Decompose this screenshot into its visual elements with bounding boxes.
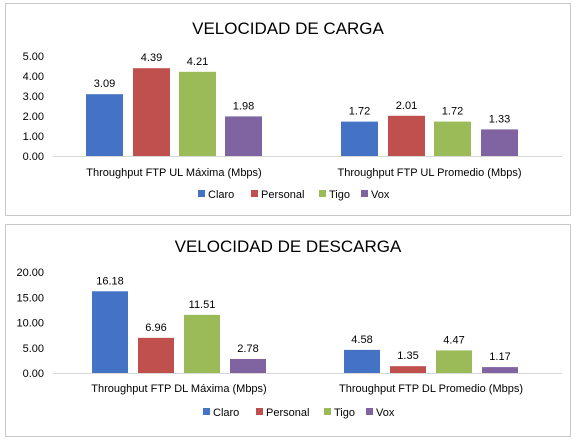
legend-swatch-tigo	[319, 190, 326, 197]
category-label: Throughput FTP DL Promedio (Mbps)	[339, 383, 523, 395]
y-tick-label: 15.00	[16, 292, 44, 304]
download-chart: VELOCIDAD DE DESCARGA 0.00 5.00 10.00 15.00 2…	[16, 237, 562, 419]
chart-title: VELOCIDAD DE DESCARGA	[175, 237, 402, 256]
bar-vox	[482, 367, 518, 373]
data-label: 4.21	[187, 56, 208, 68]
legend-label-claro: Claro	[213, 407, 239, 419]
data-label: 6.96	[145, 322, 166, 334]
bar-personal	[138, 337, 174, 373]
y-tick-label: 20.00	[16, 267, 44, 279]
bar-personal	[133, 68, 170, 156]
bar-tigo	[179, 71, 216, 156]
data-label: 1.72	[442, 106, 463, 118]
legend-swatch-vox	[361, 190, 368, 197]
y-tick-label: 10.00	[16, 318, 44, 330]
upload-chart: VELOCIDAD DE CARGA 0.00 1.00 2.00 3.00 4.00 5.…	[23, 19, 562, 201]
bar-claro	[92, 291, 128, 373]
legend-swatch-personal	[256, 408, 263, 415]
data-label: 3.09	[94, 78, 115, 90]
legend-label-tigo: Tigo	[329, 189, 350, 201]
bar-tigo	[184, 314, 220, 373]
legend-label-personal: Personal	[266, 407, 309, 419]
data-label: 1.35	[397, 350, 418, 362]
bar-claro	[86, 94, 123, 156]
bar-vox	[225, 116, 262, 156]
data-label: 4.39	[141, 52, 162, 64]
legend-label-claro: Claro	[208, 189, 234, 201]
category-label: Throughput FTP UL Máxima (Mbps)	[86, 167, 261, 179]
data-label: 1.98	[233, 100, 254, 112]
download-chart-panel: VELOCIDAD DE DESCARGA 0.00 5.00 10.00 15.00 2…	[5, 224, 571, 437]
legend-swatch-claro	[198, 190, 205, 197]
legend-label-vox: Vox	[371, 189, 390, 201]
y-tick-label: 5.00	[23, 51, 44, 63]
category-label: Throughput FTP UL Promedio (Mbps)	[337, 167, 521, 179]
data-label: 2.01	[396, 100, 417, 112]
chart-title: VELOCIDAD DE CARGA	[192, 19, 384, 38]
data-label: 4.47	[443, 334, 464, 346]
y-tick-label: 1.00	[23, 131, 44, 143]
legend-label-tigo: Tigo	[334, 407, 355, 419]
data-label: 1.17	[489, 351, 510, 363]
y-tick-label: 5.00	[23, 343, 44, 355]
bar-tigo	[436, 350, 472, 373]
legend-swatch-tigo	[324, 408, 331, 415]
data-label: 1.72	[349, 106, 370, 118]
upload-chart-panel: VELOCIDAD DE CARGA 0.00 1.00 2.00 3.00 4.00 5.…	[5, 3, 571, 216]
bar-claro	[341, 121, 378, 156]
y-tick-label: 4.00	[23, 71, 44, 83]
bar-personal	[390, 366, 426, 373]
legend-label-vox: Vox	[376, 407, 395, 419]
legend-label-personal: Personal	[261, 189, 304, 201]
y-tick-label: 0.00	[23, 151, 44, 163]
bar-vox	[230, 358, 266, 373]
data-label: 4.58	[351, 334, 372, 346]
bar-vox	[481, 129, 518, 156]
y-tick-label: 0.00	[23, 368, 44, 380]
y-tick-label: 3.00	[23, 91, 44, 103]
data-label: 1.33	[489, 113, 510, 125]
y-tick-label: 2.00	[23, 111, 44, 123]
legend-swatch-vox	[366, 408, 373, 415]
bar-tigo	[434, 121, 471, 156]
legend-swatch-personal	[251, 190, 258, 197]
data-label: 16.18	[96, 275, 124, 287]
data-label: 11.51	[189, 299, 216, 311]
category-label: Throughput FTP DL Máxima (Mbps)	[91, 383, 266, 395]
data-label: 2.78	[237, 343, 258, 355]
bar-personal	[388, 115, 425, 156]
legend-swatch-claro	[203, 408, 210, 415]
bar-claro	[344, 349, 380, 373]
